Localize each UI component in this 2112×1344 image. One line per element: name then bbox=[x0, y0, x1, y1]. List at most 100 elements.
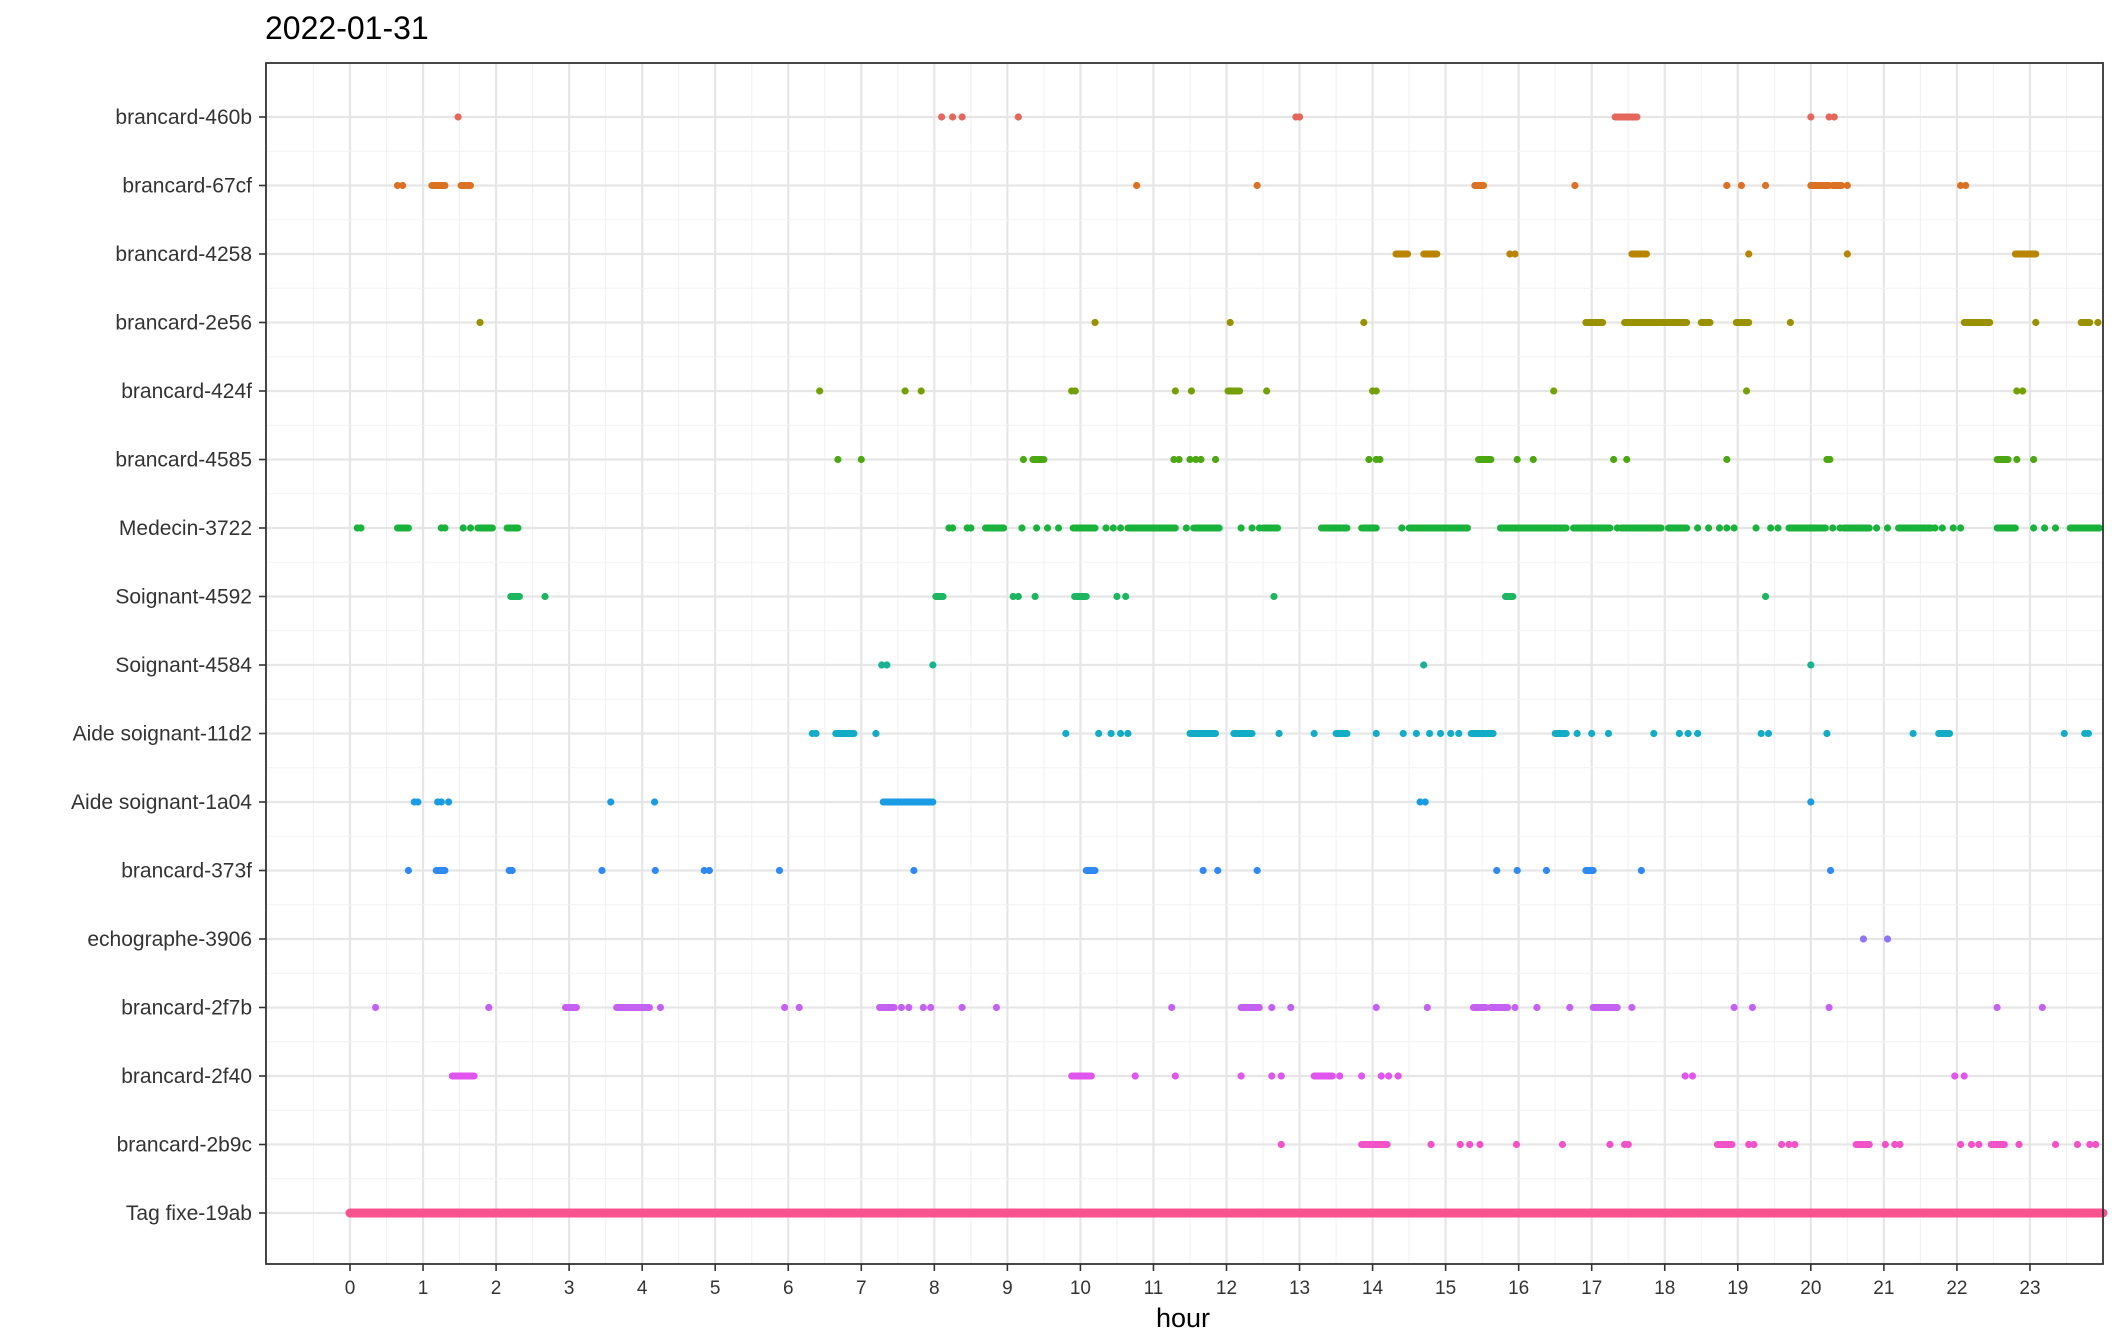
x-tick-label: 17 bbox=[1581, 1278, 1602, 1299]
data-point bbox=[1737, 181, 1746, 190]
data-point bbox=[357, 524, 365, 532]
data-point bbox=[1310, 729, 1318, 738]
series-soignant-4584 bbox=[878, 661, 1815, 669]
data-point bbox=[1704, 524, 1713, 532]
data-point bbox=[1566, 1003, 1574, 1012]
data-point bbox=[466, 524, 475, 532]
data-point bbox=[1427, 1140, 1435, 1149]
x-tick-label: 14 bbox=[1362, 1278, 1384, 1299]
data-point bbox=[1095, 729, 1103, 738]
data-point bbox=[1197, 455, 1205, 464]
data-point bbox=[1843, 250, 1851, 258]
data-point bbox=[1938, 524, 1946, 532]
data-point bbox=[1761, 592, 1770, 601]
y-tick-label: brancard-4258 bbox=[115, 243, 252, 266]
data-point bbox=[1124, 729, 1132, 738]
data-point bbox=[1723, 181, 1731, 190]
x-tick-label: 23 bbox=[2019, 1278, 2040, 1299]
data-point bbox=[1365, 455, 1373, 464]
data-point bbox=[1091, 318, 1099, 327]
x-tick-label: 5 bbox=[710, 1278, 721, 1299]
data-point bbox=[1606, 1140, 1614, 1149]
y-tick-label: brancard-2b9c bbox=[117, 1134, 252, 1157]
data-point bbox=[1253, 181, 1261, 190]
data-point bbox=[1843, 181, 1851, 190]
data-point bbox=[1116, 524, 1125, 532]
y-tick-label: Aide soignant-11d2 bbox=[73, 723, 252, 746]
data-point bbox=[795, 1003, 803, 1012]
data-point bbox=[1859, 935, 1868, 943]
data-point bbox=[2094, 318, 2102, 327]
y-tick-label: brancard-2f40 bbox=[121, 1065, 252, 1088]
data-point bbox=[1623, 455, 1631, 464]
data-point bbox=[1032, 524, 1041, 532]
data-point bbox=[1891, 1140, 1899, 1149]
data-point bbox=[1107, 729, 1115, 738]
data-point bbox=[1466, 1140, 1474, 1149]
data-point bbox=[2040, 524, 2049, 532]
data-point bbox=[1237, 524, 1245, 532]
data-point bbox=[1009, 592, 1017, 601]
data-point bbox=[897, 1003, 906, 1012]
y-tick-label: Soignant-4592 bbox=[115, 586, 252, 609]
data-point bbox=[1168, 1003, 1176, 1012]
x-tick-label: 8 bbox=[929, 1278, 940, 1299]
data-point bbox=[780, 1003, 789, 1012]
data-point bbox=[393, 181, 402, 190]
data-point bbox=[929, 661, 937, 669]
data-point bbox=[1263, 387, 1271, 395]
data-point bbox=[1825, 113, 1833, 121]
data-point bbox=[2092, 1140, 2100, 1149]
data-point bbox=[967, 524, 975, 532]
data-point bbox=[938, 113, 946, 121]
data-point bbox=[1295, 113, 1304, 121]
data-point bbox=[1043, 524, 1052, 532]
data-point bbox=[1187, 387, 1196, 395]
data-point bbox=[1377, 1072, 1385, 1080]
data-point bbox=[1962, 181, 1970, 190]
data-point bbox=[958, 1003, 966, 1012]
data-point bbox=[1412, 729, 1421, 738]
data-point bbox=[1823, 729, 1831, 738]
data-point bbox=[1372, 729, 1380, 738]
data-point bbox=[1421, 798, 1429, 806]
y-tick-label: Medecin-3722 bbox=[119, 517, 252, 540]
data-point bbox=[2030, 524, 2038, 532]
data-point bbox=[1730, 524, 1738, 532]
data-point bbox=[1131, 1072, 1139, 1080]
data-point bbox=[1774, 524, 1782, 532]
data-point bbox=[1637, 866, 1645, 875]
data-point bbox=[1270, 592, 1278, 601]
data-point bbox=[1199, 866, 1207, 875]
data-point bbox=[1533, 1003, 1541, 1012]
data-point bbox=[1826, 866, 1835, 875]
data-point bbox=[1883, 935, 1892, 943]
data-point bbox=[1628, 1003, 1636, 1012]
x-tick-label: 3 bbox=[564, 1278, 575, 1299]
data-point bbox=[2019, 387, 2027, 395]
data-point bbox=[1752, 524, 1760, 532]
y-tick-label: brancard-424f bbox=[121, 380, 252, 403]
series-brancard-2f7b bbox=[371, 1003, 2046, 1012]
x-tick-label: 1 bbox=[418, 1278, 429, 1299]
data-point bbox=[917, 387, 925, 395]
series-aide-soignant-1a04 bbox=[410, 798, 1815, 806]
data-point bbox=[1399, 729, 1407, 738]
data-point bbox=[1748, 1003, 1756, 1012]
series-brancard-67cf bbox=[393, 181, 1970, 190]
data-point bbox=[1255, 524, 1263, 532]
x-axis-title: hour bbox=[1156, 1303, 1210, 1333]
data-point bbox=[1394, 1072, 1402, 1080]
data-point bbox=[1062, 729, 1070, 738]
data-point bbox=[1512, 1140, 1521, 1149]
data-point bbox=[1610, 455, 1618, 464]
data-point bbox=[1360, 318, 1368, 327]
data-point bbox=[1791, 1140, 1799, 1149]
data-point bbox=[878, 661, 886, 669]
data-point bbox=[872, 729, 880, 738]
data-point bbox=[2015, 1140, 2023, 1149]
y-tick-label: echographe-3906 bbox=[87, 928, 252, 951]
data-point bbox=[1604, 729, 1613, 738]
x-axis: 0 1 2 3 4 5 6 7 8 9 10 11 12 13 14 15 16 17 18 19 20 21 22 23 bbox=[345, 1264, 2041, 1299]
data-point bbox=[1493, 866, 1501, 875]
